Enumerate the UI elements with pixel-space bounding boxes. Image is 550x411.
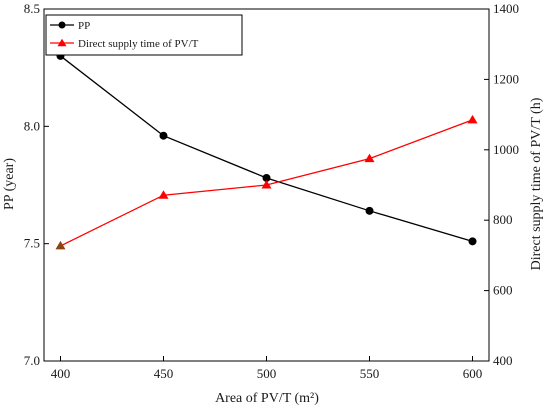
y-right-tick-label: 800 <box>493 212 513 227</box>
x-tick-label: 400 <box>51 366 71 381</box>
series-line-pp <box>60 55 473 242</box>
y-right-tick-label: 1400 <box>493 1 519 16</box>
x-tick-label: 500 <box>257 366 277 381</box>
y-axis-title-right: Direct supply time of PV/T (h) <box>529 97 544 270</box>
y-right-tick-label: 400 <box>493 353 513 368</box>
legend-pp-label: PP <box>78 20 90 32</box>
legend-direct-supply-marker <box>57 38 67 47</box>
series <box>55 51 478 250</box>
x-tick-label: 550 <box>360 366 380 381</box>
y-left-tick-label: 8.0 <box>24 118 40 133</box>
direct-supply-point <box>364 153 375 163</box>
legend: PP Direct supply time of PV/T <box>45 14 243 56</box>
pp-point <box>262 173 271 182</box>
direct-supply-point <box>55 240 66 250</box>
y-right-tick-label: 1000 <box>493 142 519 157</box>
y-right-tick-label: 1200 <box>493 71 519 86</box>
x-axis-title: Area of PV/T (m²) <box>215 391 319 406</box>
y-left-tick-label: 7.5 <box>24 236 40 251</box>
legend-pp-marker <box>58 21 66 29</box>
pp-point <box>468 237 477 246</box>
x-tick-label: 600 <box>463 366 483 381</box>
direct-supply-point <box>261 180 272 189</box>
y-left-tick-label: 8.5 <box>24 1 40 16</box>
direct-supply-point <box>467 114 478 124</box>
legend-box <box>45 14 243 56</box>
ticks: 400 450 500 550 600 7.0 7.5 8.0 8.5 400 600 800 1000… <box>24 1 519 381</box>
pp-point <box>365 206 374 215</box>
y-axis-title-left: PP (year) <box>2 158 17 210</box>
x-tick-label: 450 <box>154 366 174 381</box>
legend-direct-supply-label: Direct supply time of PV/T <box>78 38 199 50</box>
y-left-tick-label: 7.0 <box>24 353 40 368</box>
pp-point <box>159 131 168 140</box>
axis-titles: Area of PV/T (m²) PP (year) Direct suppl… <box>2 97 544 406</box>
y-right-tick-label: 600 <box>493 283 513 298</box>
direct-supply-point <box>158 190 169 199</box>
